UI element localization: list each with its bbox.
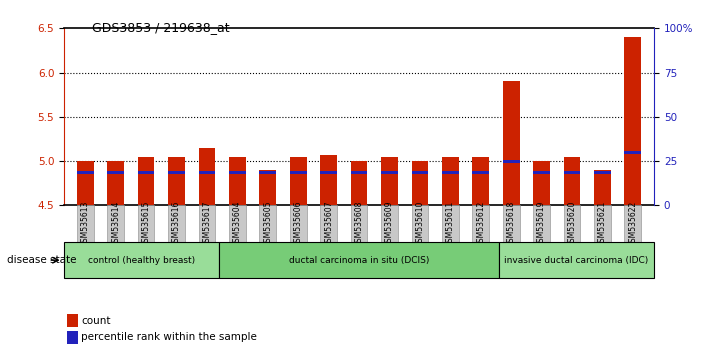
Bar <box>77 205 94 242</box>
Bar <box>169 171 185 174</box>
Bar <box>290 205 306 242</box>
Bar <box>351 161 368 205</box>
Bar <box>351 205 368 242</box>
Bar <box>594 171 611 174</box>
Text: GSM535613: GSM535613 <box>81 201 90 247</box>
Text: count: count <box>81 316 111 326</box>
Bar <box>381 171 398 174</box>
Bar <box>260 205 276 242</box>
Bar <box>564 171 580 174</box>
Text: invasive ductal carcinoma (IDC): invasive ductal carcinoma (IDC) <box>504 256 648 265</box>
Text: GSM535605: GSM535605 <box>263 201 272 247</box>
Bar <box>229 157 246 205</box>
Bar <box>533 205 550 242</box>
Text: GSM535621: GSM535621 <box>598 201 607 247</box>
Bar <box>381 205 398 242</box>
Text: GSM535604: GSM535604 <box>233 201 242 247</box>
Text: GSM535614: GSM535614 <box>111 201 120 247</box>
Bar <box>198 148 215 205</box>
Bar <box>169 205 185 242</box>
Bar <box>351 171 368 174</box>
Bar <box>229 171 246 174</box>
Bar <box>107 161 124 205</box>
Bar <box>533 161 550 205</box>
Bar <box>412 171 428 174</box>
Bar <box>564 205 580 242</box>
Bar <box>594 170 611 205</box>
Bar <box>198 171 215 174</box>
Bar <box>169 157 185 205</box>
Bar <box>320 155 337 205</box>
Text: GSM535622: GSM535622 <box>629 201 637 247</box>
Bar <box>138 157 154 205</box>
Bar <box>67 314 78 327</box>
Bar <box>442 157 459 205</box>
Bar <box>77 171 94 174</box>
Text: control (healthy breast): control (healthy breast) <box>88 256 196 265</box>
Bar <box>503 205 520 242</box>
Bar <box>499 242 654 278</box>
Bar <box>594 205 611 242</box>
Bar <box>564 157 580 205</box>
Text: GSM535619: GSM535619 <box>537 201 546 247</box>
Bar <box>107 205 124 242</box>
Bar <box>624 37 641 205</box>
Bar <box>381 157 398 205</box>
Bar <box>412 205 428 242</box>
Text: GSM535612: GSM535612 <box>476 201 485 247</box>
Bar <box>64 242 219 278</box>
Bar <box>138 205 154 242</box>
Bar <box>624 205 641 242</box>
Bar <box>77 161 94 205</box>
Text: disease state: disease state <box>7 255 77 265</box>
Text: ductal carcinoma in situ (DCIS): ductal carcinoma in situ (DCIS) <box>289 256 429 265</box>
Bar <box>138 171 154 174</box>
Text: GSM535617: GSM535617 <box>203 201 211 247</box>
Bar <box>107 171 124 174</box>
Bar <box>442 205 459 242</box>
Text: GSM535609: GSM535609 <box>385 201 394 247</box>
Bar <box>198 205 215 242</box>
Text: GDS3853 / 219638_at: GDS3853 / 219638_at <box>92 21 230 34</box>
Bar <box>472 171 489 174</box>
Text: percentile rank within the sample: percentile rank within the sample <box>81 332 257 342</box>
Bar <box>533 171 550 174</box>
Text: GSM535615: GSM535615 <box>141 201 151 247</box>
Text: GSM535610: GSM535610 <box>415 201 424 247</box>
Bar <box>260 171 276 174</box>
Bar <box>219 242 499 278</box>
Bar <box>503 81 520 205</box>
Bar <box>472 205 489 242</box>
Bar <box>290 157 306 205</box>
Bar <box>472 157 489 205</box>
Bar <box>320 171 337 174</box>
Text: GSM535616: GSM535616 <box>172 201 181 247</box>
Bar <box>503 160 520 162</box>
Bar <box>412 161 428 205</box>
Bar <box>290 171 306 174</box>
Bar <box>320 205 337 242</box>
Text: GSM535618: GSM535618 <box>507 201 515 247</box>
Text: GSM535607: GSM535607 <box>324 201 333 247</box>
Bar <box>442 171 459 174</box>
Bar <box>260 170 276 205</box>
Text: GSM535620: GSM535620 <box>567 201 577 247</box>
Bar <box>229 205 246 242</box>
Bar <box>624 151 641 154</box>
Text: GSM535606: GSM535606 <box>294 201 303 247</box>
Text: GSM535608: GSM535608 <box>355 201 363 247</box>
Bar <box>67 331 78 344</box>
Text: GSM535611: GSM535611 <box>446 201 455 247</box>
